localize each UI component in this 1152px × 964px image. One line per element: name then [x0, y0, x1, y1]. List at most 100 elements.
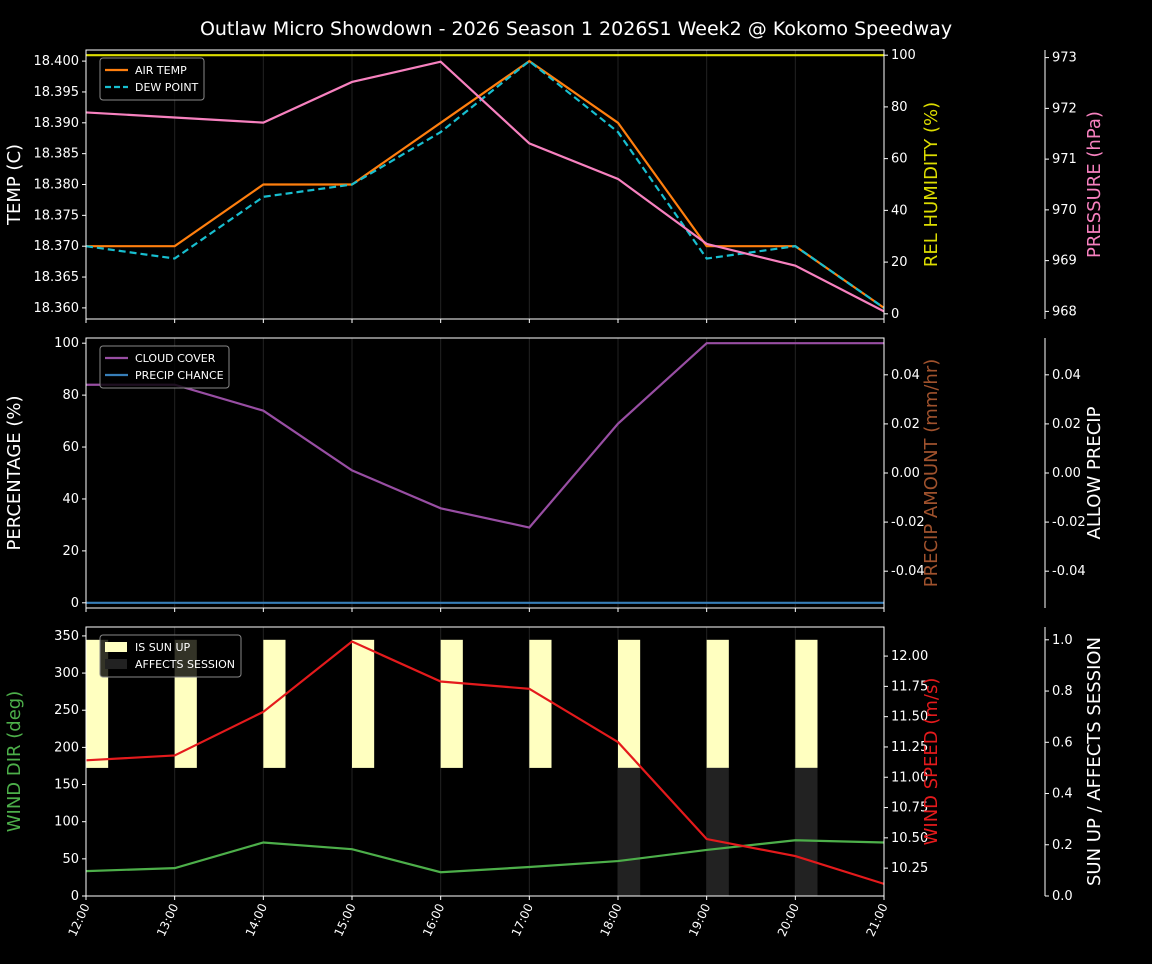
tick-label: 0.04: [891, 368, 920, 383]
tick-label: 0.02: [1052, 417, 1081, 432]
tick-label: 40: [891, 203, 908, 218]
tick-label: 350: [54, 629, 79, 644]
tick-label: 0.00: [891, 466, 920, 481]
affects-session-bar: [618, 768, 640, 896]
tick-label: 968: [1052, 304, 1077, 319]
tick-label: 18.385: [34, 147, 80, 162]
axis-label: WIND DIR (deg): [4, 691, 25, 833]
tick-label: 100: [891, 48, 916, 63]
x-tick-label: 20:00: [775, 901, 802, 938]
tick-label: 18.375: [34, 208, 80, 223]
sun-up-bar: [795, 640, 817, 768]
x-tick-label: 21:00: [863, 901, 890, 938]
tick-label: 12.00: [891, 649, 928, 664]
tick-label: 18.380: [34, 178, 80, 193]
tick-label: 0.04: [1052, 368, 1081, 383]
tick-label: -0.02: [891, 515, 925, 530]
tick-label: 100: [54, 336, 79, 351]
panel-1: 18.360 18.365 18.370 18.375 18.380 18.385 18.3…: [4, 48, 1105, 323]
x-tick-label: 12:00: [65, 901, 92, 938]
x-tick-label: 13:00: [154, 901, 181, 938]
air-temp-line: [86, 61, 884, 308]
tick-label: 970: [1052, 203, 1077, 218]
axis-label: ALLOW PRECIP: [1084, 406, 1105, 539]
tick-label: 18.400: [34, 54, 80, 69]
tick-label: 250: [54, 703, 79, 718]
x-tick-label: 18:00: [597, 901, 624, 938]
sun-up-bar: [707, 640, 729, 768]
tick-label: 973: [1052, 51, 1077, 66]
legend-swatch: [105, 659, 127, 669]
x-tick-label: 16:00: [420, 901, 447, 938]
axis-label: PRESSURE (hPa): [1084, 111, 1105, 258]
legend: AIR TEMP DEW POINT: [100, 58, 204, 100]
tick-label: -0.02: [1052, 515, 1086, 530]
tick-label: 100: [54, 815, 79, 830]
sun-up-bar: [441, 640, 463, 768]
affects-session-bar: [707, 768, 729, 896]
tick-label: 18.395: [34, 85, 80, 100]
tick-label: 1.0: [1052, 633, 1073, 648]
legend-label: IS SUN UP: [135, 641, 191, 654]
tick-label: 18.370: [34, 239, 80, 254]
legend-label: CLOUD COVER: [135, 352, 216, 365]
legend-label: PRECIP CHANCE: [135, 369, 224, 382]
panel-2: 0 20 40 60 80 100 PERCENTAGE (%) -0.04 -0.02 0.00…: [4, 336, 1105, 612]
tick-label: 150: [54, 778, 79, 793]
tick-label: 40: [62, 492, 79, 507]
tick-label: 0.00: [1052, 466, 1081, 481]
affects-session-bar: [795, 768, 817, 896]
tick-label: -0.04: [891, 564, 925, 579]
tick-label: 80: [891, 100, 908, 115]
tick-label: 80: [62, 388, 79, 403]
tick-label: 18.390: [34, 116, 80, 131]
y3-series-line: [86, 62, 884, 312]
sun-up-bar: [529, 640, 551, 768]
x-tick-label: 17:00: [509, 901, 536, 938]
tick-label: 0: [891, 307, 899, 322]
tick-label: -0.04: [1052, 564, 1086, 579]
tick-label: 0: [71, 889, 79, 904]
legend-label: DEW POINT: [135, 81, 199, 94]
tick-label: 969: [1052, 254, 1077, 269]
tick-label: 18.360: [34, 301, 80, 316]
axis-label: PRECIP AMOUNT (mm/hr): [921, 359, 942, 588]
x-tick-label: 15:00: [331, 901, 358, 938]
tick-label: 50: [62, 852, 79, 867]
sun-up-bar: [618, 640, 640, 768]
tick-label: 971: [1052, 152, 1077, 167]
y-series-line: [86, 840, 884, 872]
tick-label: 0.2: [1052, 838, 1073, 853]
axis-label: PERCENTAGE (%): [4, 395, 25, 550]
tick-label: 0.4: [1052, 787, 1073, 802]
tick-label: 60: [891, 152, 908, 167]
tick-label: 0.02: [891, 417, 920, 432]
y2-series-line: [86, 642, 884, 884]
sun-up-bar: [352, 640, 374, 768]
legend-label: AFFECTS SESSION: [135, 658, 235, 671]
tick-label: 20: [891, 255, 908, 270]
tick-label: 0: [71, 596, 79, 611]
tick-label: 18.365: [34, 270, 80, 285]
tick-label: 0.8: [1052, 684, 1073, 699]
tick-label: 60: [62, 440, 79, 455]
x-tick-label: 14:00: [243, 901, 270, 938]
tick-label: 300: [54, 666, 79, 681]
dew-point-line: [86, 61, 884, 308]
chart-title: Outlaw Micro Showdown - 2026 Season 1 20…: [200, 18, 952, 40]
axis-label: TEMP (C): [4, 144, 25, 226]
tick-label: 972: [1052, 101, 1077, 116]
legend: CLOUD COVER PRECIP CHANCE: [100, 346, 229, 388]
axis-label: SUN UP / AFFECTS SESSION: [1084, 637, 1105, 886]
legend-swatch: [105, 642, 127, 652]
tick-label: 20: [62, 544, 79, 559]
tick-label: 10.25: [891, 861, 928, 876]
x-tick-label: 19:00: [686, 901, 713, 938]
tick-label: 0.0: [1052, 889, 1073, 904]
legend: IS SUN UP AFFECTS SESSION: [100, 635, 241, 677]
axis-label: REL HUMIDITY (%): [921, 102, 942, 267]
tick-label: 0.6: [1052, 735, 1073, 750]
legend-label: AIR TEMP: [135, 64, 187, 77]
